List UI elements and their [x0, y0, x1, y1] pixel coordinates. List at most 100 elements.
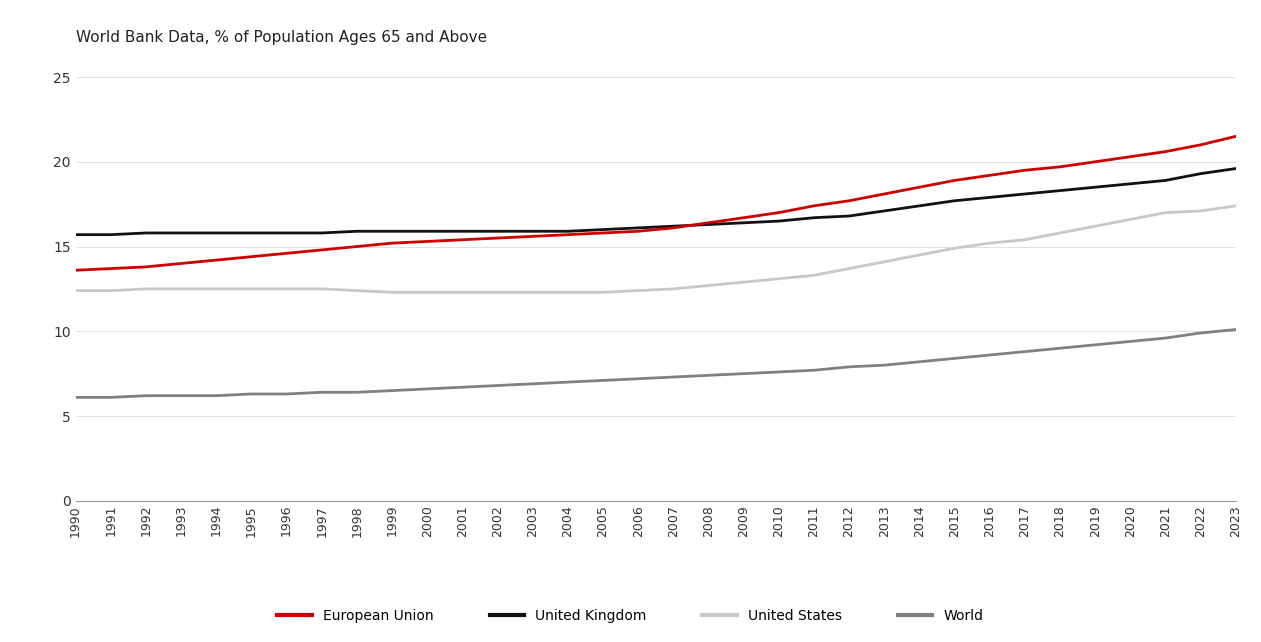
World: [349, 388, 364, 396]
United States: [1018, 236, 1033, 243]
United States: [1228, 202, 1243, 210]
World: [103, 394, 119, 401]
World: [595, 377, 610, 385]
United States: [1193, 207, 1208, 215]
United Kingdom: [806, 214, 821, 221]
United States: [841, 265, 856, 272]
United States: [701, 282, 716, 290]
United Kingdom: [736, 219, 752, 227]
European Union: [630, 227, 646, 235]
European Union: [349, 243, 364, 250]
World: [314, 388, 329, 396]
United Kingdom: [279, 229, 294, 237]
European Union: [455, 236, 470, 243]
World: [1053, 344, 1068, 352]
World: [1228, 325, 1243, 333]
World: [912, 358, 927, 366]
United States: [420, 288, 435, 296]
United Kingdom: [982, 193, 997, 201]
European Union: [1053, 163, 1068, 171]
United States: [912, 251, 927, 259]
United States: [876, 258, 892, 266]
European Union: [1228, 132, 1243, 140]
World: [772, 368, 787, 376]
United Kingdom: [595, 226, 610, 234]
United Kingdom: [174, 229, 189, 237]
European Union: [139, 263, 154, 271]
World: [630, 375, 646, 383]
United Kingdom: [455, 227, 470, 235]
European Union: [982, 171, 997, 179]
European Union: [1018, 166, 1033, 174]
World: [525, 380, 540, 388]
European Union: [912, 184, 927, 191]
European Union: [876, 190, 892, 198]
World: [174, 392, 189, 399]
United States: [279, 285, 294, 293]
United Kingdom: [525, 227, 540, 235]
United States: [736, 278, 752, 286]
United Kingdom: [1053, 187, 1068, 195]
United Kingdom: [772, 217, 787, 225]
World: [68, 394, 83, 401]
World: [1158, 334, 1173, 342]
United Kingdom: [314, 229, 329, 237]
World: [736, 370, 752, 377]
European Union: [947, 177, 962, 184]
United States: [806, 272, 821, 279]
World: [209, 392, 224, 399]
European Union: [806, 202, 821, 210]
United Kingdom: [1122, 180, 1137, 187]
Text: World Bank Data, % of Population Ages 65 and Above: World Bank Data, % of Population Ages 65…: [76, 30, 487, 45]
United States: [385, 288, 400, 296]
World: [385, 386, 400, 394]
United Kingdom: [701, 221, 716, 229]
United Kingdom: [491, 227, 506, 235]
United Kingdom: [139, 229, 154, 237]
United States: [1158, 209, 1173, 216]
European Union: [279, 250, 294, 257]
United Kingdom: [912, 202, 927, 210]
United Kingdom: [841, 212, 856, 220]
European Union: [103, 265, 119, 272]
Line: European Union: European Union: [76, 136, 1236, 270]
World: [876, 361, 892, 369]
European Union: [420, 238, 435, 245]
World: [947, 354, 962, 362]
United Kingdom: [666, 222, 681, 230]
United States: [491, 288, 506, 296]
United States: [209, 285, 224, 293]
United Kingdom: [1158, 177, 1173, 184]
European Union: [1087, 158, 1102, 166]
United States: [68, 287, 83, 295]
United States: [560, 288, 575, 296]
European Union: [525, 232, 540, 240]
United States: [982, 239, 997, 247]
United Kingdom: [876, 207, 892, 215]
United Kingdom: [947, 197, 962, 205]
United Kingdom: [209, 229, 224, 237]
European Union: [595, 229, 610, 237]
European Union: [491, 234, 506, 242]
United Kingdom: [420, 227, 435, 235]
World: [1122, 338, 1137, 345]
European Union: [174, 259, 189, 267]
United Kingdom: [1018, 190, 1033, 198]
United States: [349, 287, 364, 295]
United Kingdom: [349, 227, 364, 235]
United Kingdom: [1228, 165, 1243, 173]
European Union: [243, 253, 259, 261]
United States: [595, 288, 610, 296]
United States: [174, 285, 189, 293]
United States: [455, 288, 470, 296]
European Union: [1193, 141, 1208, 149]
World: [491, 381, 506, 389]
World: [455, 383, 470, 391]
United Kingdom: [385, 227, 400, 235]
World: [560, 378, 575, 386]
World: [420, 385, 435, 393]
European Union: [68, 266, 83, 274]
United Kingdom: [1193, 169, 1208, 177]
United States: [139, 285, 154, 293]
World: [982, 351, 997, 359]
